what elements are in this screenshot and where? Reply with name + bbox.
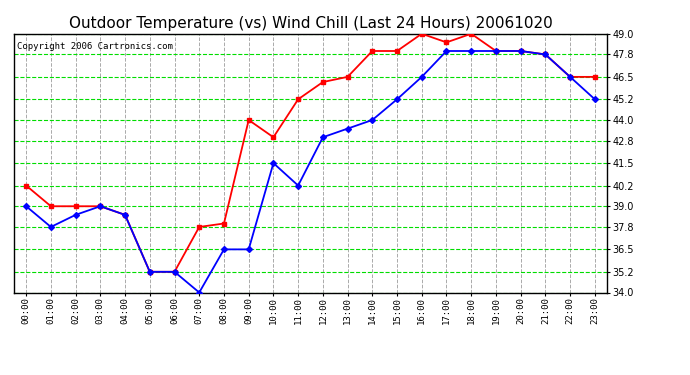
Title: Outdoor Temperature (vs) Wind Chill (Last 24 Hours) 20061020: Outdoor Temperature (vs) Wind Chill (Las… <box>68 16 553 31</box>
Text: Copyright 2006 Cartronics.com: Copyright 2006 Cartronics.com <box>17 42 172 51</box>
